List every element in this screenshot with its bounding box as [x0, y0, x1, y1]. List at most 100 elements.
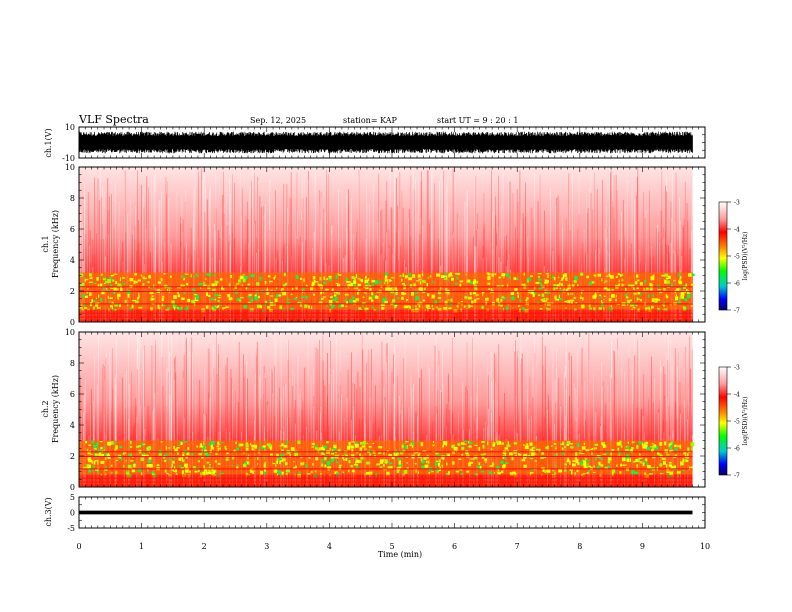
- spectrogram-band-speck: [359, 447, 363, 451]
- spectrogram-band-speck: [633, 292, 637, 295]
- spectrogram-band-speck: [349, 299, 353, 303]
- spectrogram-band-speck: [110, 441, 114, 445]
- spectrogram-streak: [287, 340, 288, 487]
- ch1-colorbar-gradient: [718, 201, 728, 311]
- spectrogram-band-speck: [317, 449, 320, 453]
- spectrogram-band-speck: [546, 445, 549, 450]
- spectrogram-band-speck: [448, 307, 452, 310]
- spectrogram-streak: [404, 338, 406, 487]
- spectrogram-band-speck: [434, 300, 438, 304]
- spectrogram-band-speck: [117, 305, 120, 307]
- spectrogram-streak: [124, 170, 125, 322]
- spectrogram-band-speck: [651, 468, 656, 471]
- spectrogram-band-speck: [233, 449, 236, 452]
- spectrogram-streak: [312, 367, 314, 487]
- spectrogram-streak: [257, 176, 259, 322]
- x-tick-label: 7: [515, 542, 520, 551]
- spectrogram-band-speck: [333, 292, 338, 294]
- spectrogram-band-speck: [151, 295, 154, 297]
- spectrogram-band-speck: [173, 295, 177, 299]
- spectrogram-band-speck: [507, 304, 510, 306]
- spectrogram-streak: [137, 333, 139, 487]
- spectrogram-streak: [444, 178, 446, 322]
- spectrogram-band-speck: [138, 306, 143, 309]
- spectrogram-band-speck: [535, 281, 540, 284]
- spectrogram-band-speck: [84, 279, 87, 282]
- spectrogram-band-speck: [417, 471, 420, 474]
- spectrogram-band-speck: [243, 463, 247, 468]
- spectrogram-band-speck: [647, 306, 651, 309]
- spectrogram-streak: [234, 390, 236, 487]
- spectrogram-band-speck: [169, 275, 172, 278]
- spectrogram-band-speck: [185, 456, 189, 459]
- spectrogram-band-speck: [323, 281, 326, 285]
- spectrogram-band-speck: [386, 471, 390, 476]
- spectrogram-band-speck: [331, 459, 334, 462]
- spectrogram-band-speck: [651, 305, 654, 309]
- spectrogram-band-speck: [653, 444, 657, 448]
- spectrogram-streak: [87, 219, 88, 322]
- spectrogram-streak: [260, 378, 261, 487]
- spectrogram-band-speck: [422, 450, 427, 452]
- spectrogram-band-speck: [538, 294, 541, 297]
- spectrogram-band-speck: [530, 290, 534, 295]
- spectrogram-band-speck: [645, 458, 648, 462]
- spectrogram-streak: [610, 173, 612, 322]
- spectrogram-band-speck: [335, 461, 338, 464]
- spectrogram-streak: [180, 216, 181, 322]
- spectrogram-band-speck: [323, 445, 328, 449]
- spectrogram-band-speck: [555, 298, 559, 301]
- spectrogram-band-speck: [94, 449, 96, 453]
- spectrogram-streak: [684, 181, 686, 322]
- spectrogram-band-speck: [497, 472, 502, 475]
- spectrogram-streak: [175, 372, 177, 487]
- spectrogram-band-speck: [415, 451, 419, 454]
- spectrogram-band-speck: [657, 289, 662, 291]
- spectrogram-band-speck: [538, 448, 541, 453]
- spectrogram-band-speck: [149, 291, 154, 295]
- spectrogram-band-speck: [315, 456, 319, 461]
- spectrogram-band-speck: [472, 291, 477, 295]
- spectrogram-streak: [486, 353, 488, 487]
- spectrogram-band-speck: [281, 471, 284, 475]
- spectrogram-line: [79, 451, 693, 453]
- spectrogram-streak: [126, 370, 127, 487]
- spectrogram-band-speck: [89, 277, 93, 280]
- spectrogram-band-speck: [402, 273, 404, 278]
- spectrogram-band-speck: [137, 279, 142, 282]
- spectrogram-band-speck: [641, 442, 644, 446]
- spectrogram-streak: [338, 189, 340, 322]
- spectrogram-streak: [473, 350, 475, 487]
- spectrogram-streak: [274, 336, 276, 487]
- colorbar-tick-label: -4: [734, 392, 740, 399]
- spectrogram-band-speck: [285, 468, 290, 473]
- spectrogram-band-speck: [606, 275, 608, 278]
- spectrogram-band-speck: [567, 292, 569, 296]
- spectrogram-band-speck: [166, 472, 169, 475]
- spectrogram-band-speck: [297, 302, 300, 304]
- spectrogram-band-speck: [210, 471, 215, 476]
- spectrogram-streak: [588, 333, 590, 487]
- spectrogram-band-speck: [142, 276, 145, 278]
- spectrogram-band-speck: [517, 294, 519, 299]
- spectrogram-band-speck: [400, 278, 403, 282]
- spectrogram-band-speck: [570, 301, 573, 304]
- spectrogram-band-speck: [457, 443, 461, 446]
- spectrogram-band-speck: [204, 449, 207, 452]
- spectrogram-streak: [254, 173, 255, 322]
- spectrogram-streak: [555, 205, 557, 322]
- spectrogram-streak: [678, 350, 680, 487]
- spectrogram-band-speck: [482, 293, 484, 296]
- spectrogram-band-speck: [300, 456, 303, 459]
- spectrogram-band-speck: [607, 465, 611, 468]
- spectrogram-band-speck: [531, 446, 536, 449]
- spectrogram-streak: [611, 177, 613, 322]
- spectrogram-band-speck: [205, 454, 210, 458]
- spectrogram-band-speck: [383, 452, 385, 455]
- spectrogram-streak: [466, 205, 467, 322]
- spectrogram-band-speck: [650, 469, 652, 471]
- spectrogram-streak: [287, 207, 288, 322]
- spectrogram-band-speck: [293, 460, 295, 463]
- spectrogram-band-speck: [406, 299, 409, 301]
- spectrogram-band-speck: [334, 296, 338, 300]
